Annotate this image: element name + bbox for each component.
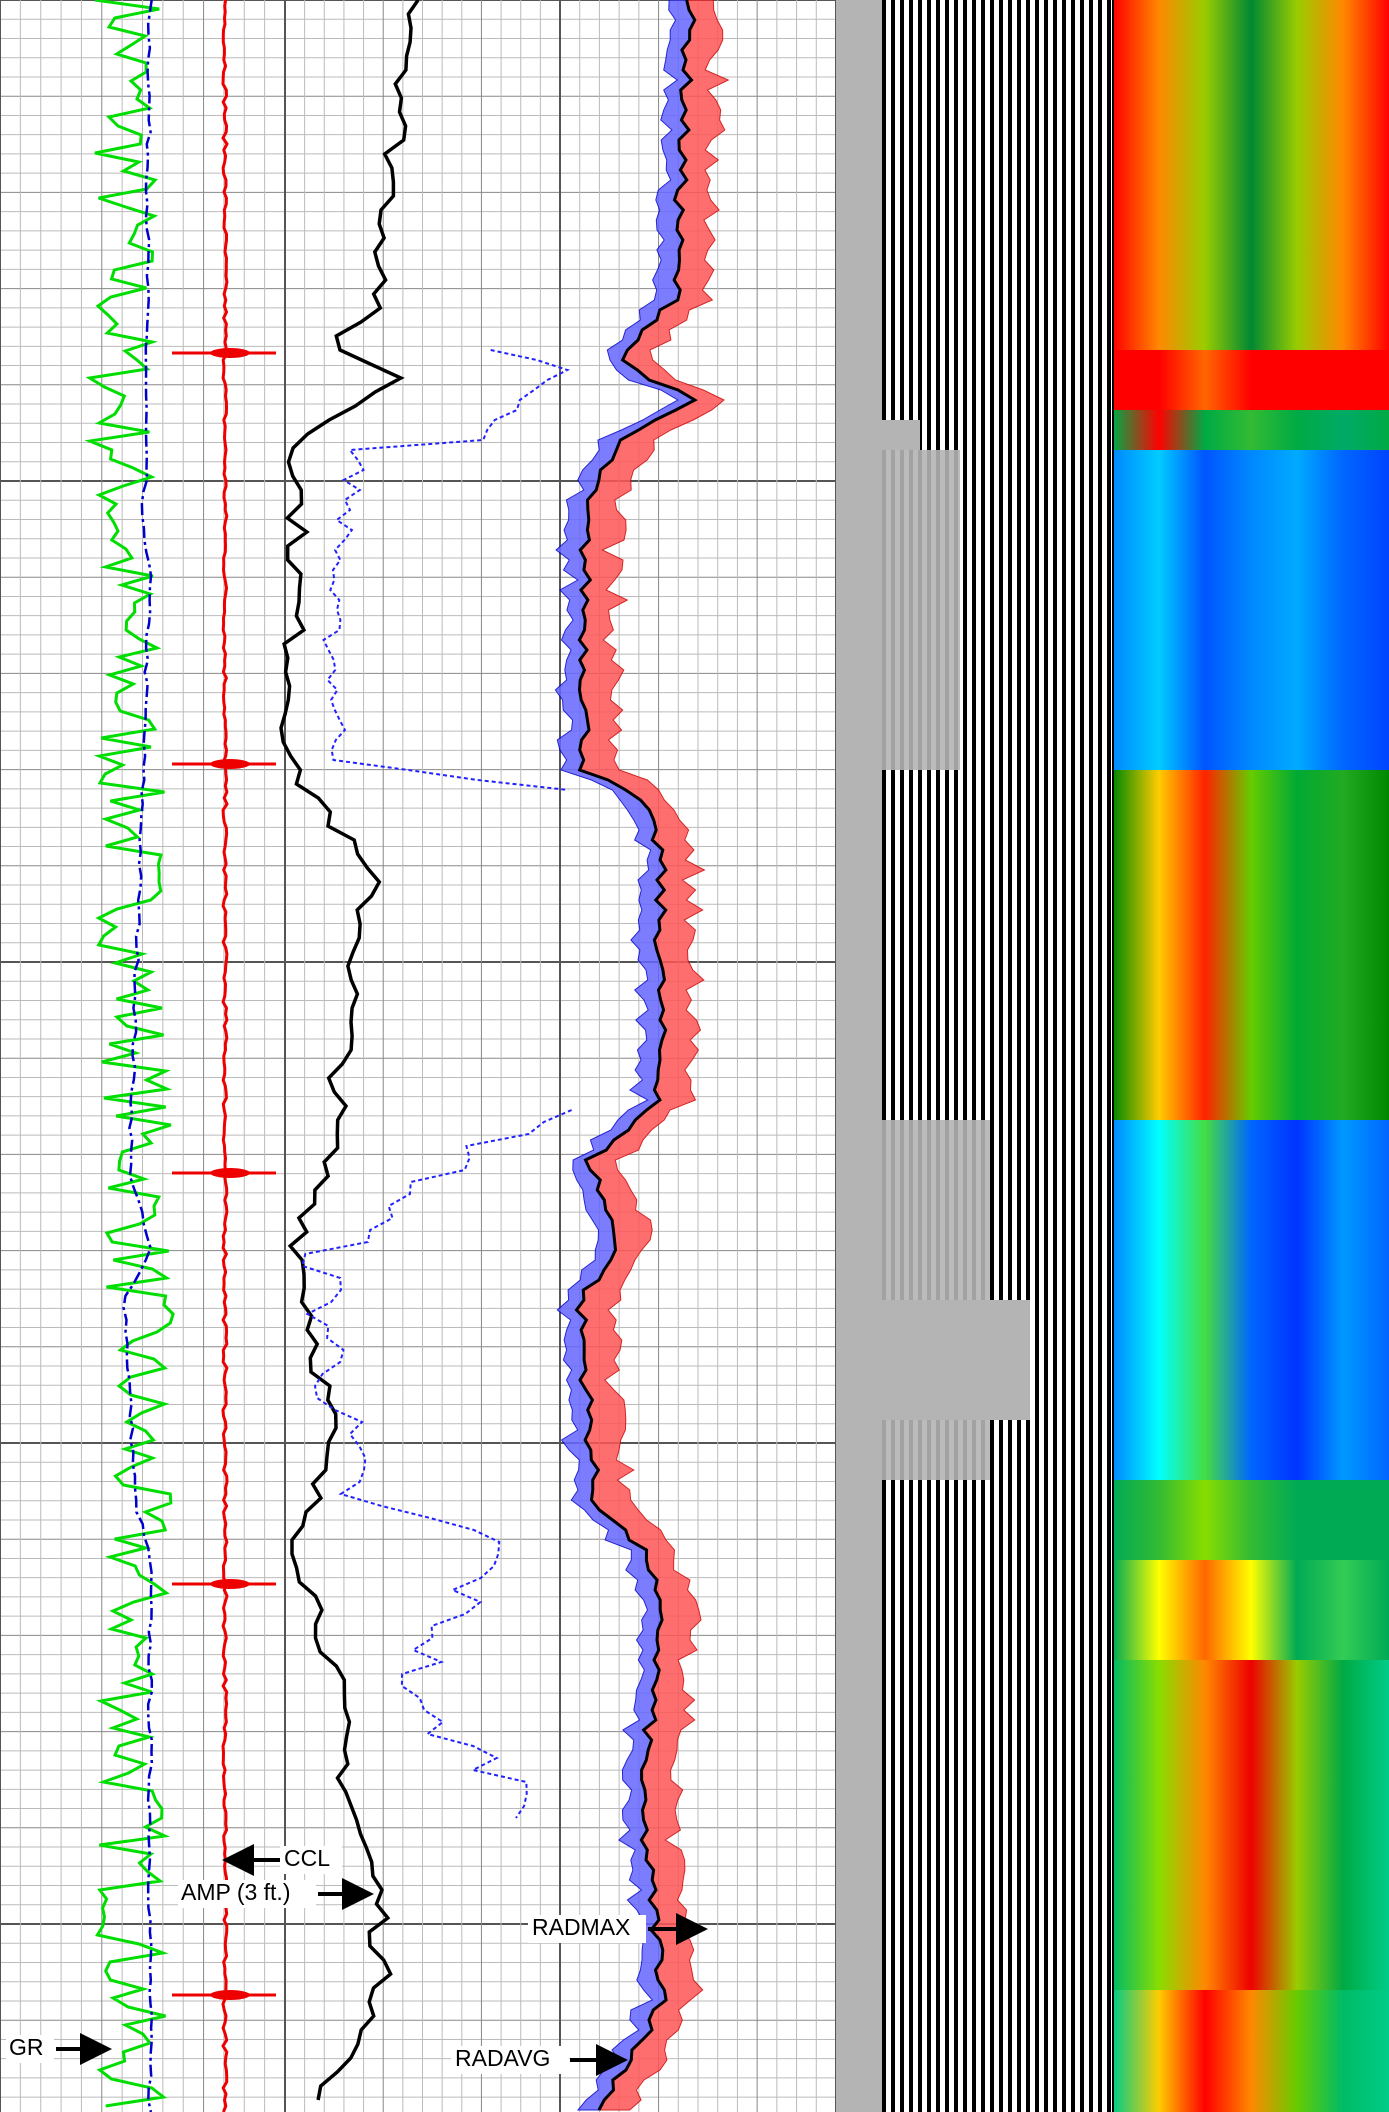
radmax-label: RADMAX — [532, 1914, 630, 1940]
vdl-gray — [882, 450, 960, 770]
curves — [84, 0, 730, 2112]
ccl-collar — [210, 1579, 250, 1589]
color-band — [1113, 1660, 1389, 1990]
color-map — [1112, 0, 1389, 2112]
gr-curve — [84, 0, 175, 2108]
color-band — [1113, 1120, 1389, 1480]
color-band — [1113, 1480, 1389, 1560]
ccl-collar — [210, 759, 250, 769]
color-band — [1113, 410, 1389, 450]
blue-dotted — [301, 1109, 572, 1819]
ccl-collar — [210, 348, 250, 358]
color-band — [1113, 350, 1389, 410]
blue-curve — [122, 0, 154, 2112]
radavg-label: RADAVG — [455, 2045, 550, 2071]
annotations: CCL AMP (3 ft.) RADMAX GR RADAVG — [6, 1844, 708, 2076]
ccl-collar — [210, 1168, 250, 1178]
color-band — [1113, 770, 1389, 1120]
vdl-panel — [836, 0, 1113, 2112]
log-background — [0, 0, 836, 2112]
color-band — [1113, 1560, 1389, 1660]
amp-label: AMP (3 ft.) — [181, 1879, 291, 1905]
gr-label: GR — [9, 2034, 44, 2060]
ccl-label: CCL — [284, 1845, 330, 1871]
color-band — [1113, 450, 1389, 770]
blue-dotted — [322, 349, 571, 791]
color-band — [1113, 0, 1389, 350]
radavg-curve — [574, 0, 698, 2111]
vdl-gray — [882, 1300, 1030, 1420]
vdl-gray — [882, 420, 920, 450]
amp-curve — [279, 0, 420, 2101]
color-band — [1113, 1990, 1389, 2112]
ccl-collar — [210, 1990, 250, 2000]
